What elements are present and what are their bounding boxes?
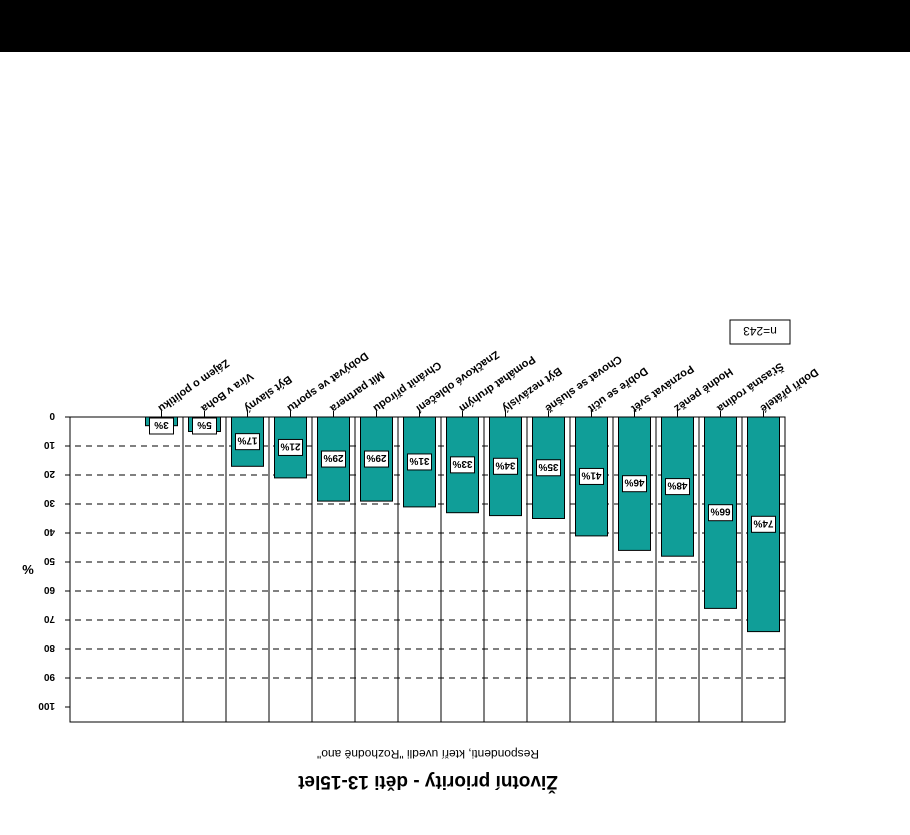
y-tick-label: 70 [43,613,55,624]
chart-title: Životní priority - děti 13-15let [297,771,557,793]
value-label: 5% [197,419,212,430]
value-label: 66% [710,506,730,517]
category-label: Zájem o politiku [156,357,231,415]
chart-subtitle: Respondenti, kteří uvedli "Rozhodně ano" [317,747,539,761]
value-label: 46% [624,477,644,488]
y-tick-label: 30 [43,497,55,508]
y-tick-label: 50 [43,555,55,566]
value-label: 29% [366,452,386,463]
value-label: 35% [538,461,558,472]
value-label: 31% [409,455,429,466]
note-text: n=243 [743,324,777,338]
note-box [729,319,791,345]
value-label-box [235,433,260,451]
value-label-box [622,475,647,493]
value-label-box [321,450,346,468]
chart-canvas: 0 10 20 30 40 50 60 70 80 90 100 74% 66% 48% 46% 41% 35… [22,319,820,793]
value-label-box [751,515,776,533]
y-axis-label: % [22,562,34,577]
value-label-box [149,417,174,435]
y-axis: 0 10 20 30 40 50 60 70 80 90 100 [38,410,70,711]
value-label: 29% [323,452,343,463]
value-label-box [450,456,475,474]
value-label-box [407,453,432,471]
value-label-box [708,504,733,522]
value-label: 33% [452,458,472,469]
y-tick-label: 80 [43,642,55,653]
y-tick-label: 60 [43,584,55,595]
value-label: 34% [495,459,515,470]
bars: 74% 66% 48% 46% 41% 35% 34% 33% 31% 29% 29% 21% 17% 5… [145,416,780,633]
value-label-box [493,457,518,475]
y-tick-label: 40 [43,526,55,537]
category-label: Dobývat ve sportu [285,349,370,414]
value-label: 21% [280,440,300,451]
value-label-box [192,417,217,435]
value-label-box [278,438,303,456]
value-label: 48% [667,480,687,491]
category-label: Chovat se slušně [543,353,624,415]
value-label: 3% [154,419,169,430]
value-label-box [665,478,690,496]
value-label-box [579,467,604,485]
y-tick-label: 100 [38,700,55,711]
category-label: Pomáhat druhým [457,353,538,414]
value-label: 41% [581,469,601,480]
value-label-box [536,459,561,477]
y-tick-label: 0 [49,410,55,421]
value-label-box [364,450,389,468]
value-label: 74% [753,517,773,528]
y-tick-label: 90 [43,671,55,682]
category-separators [182,417,743,722]
top-black-bar [0,0,910,52]
value-label: 17% [237,435,257,446]
y-tick-label: 20 [43,468,55,479]
y-tick-label: 10 [43,439,55,450]
